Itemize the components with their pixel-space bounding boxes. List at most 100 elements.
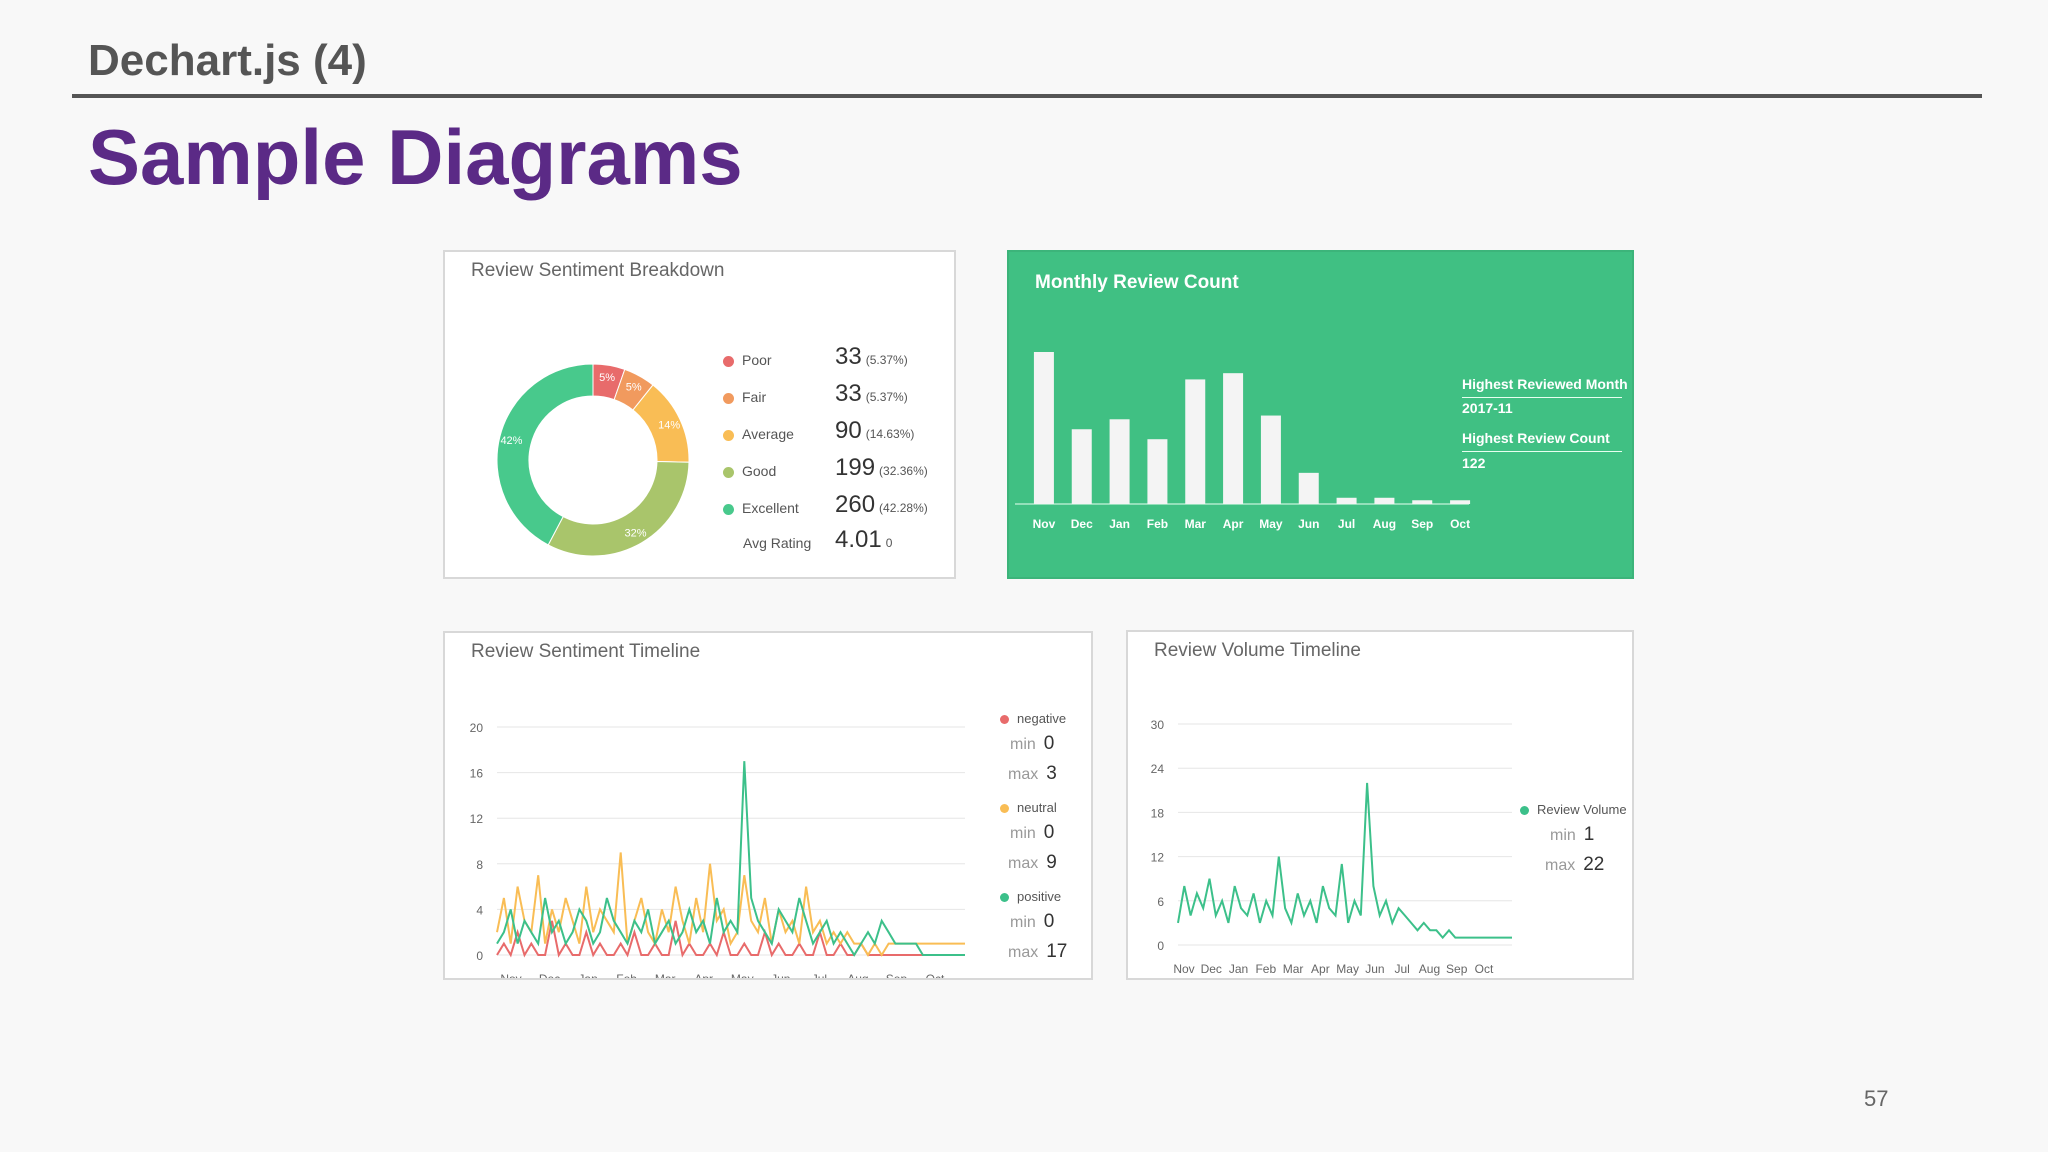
x-tick-label: Oct (1450, 517, 1470, 531)
legend-min: min 1 (1550, 824, 1595, 845)
sentiment-breakdown-panel: Review Sentiment Breakdown 5% 5% 14% 32% 42%… (443, 250, 956, 579)
slice-label: 5% (599, 372, 615, 384)
bar-jul (1336, 497, 1357, 504)
x-tick-label: Nov (1033, 517, 1056, 531)
y-tick-label: 12 (470, 812, 484, 826)
legend-value: 33 (5.37%) (835, 380, 908, 408)
x-tick-label: Jan (1229, 962, 1248, 976)
bar-aug (1374, 497, 1395, 504)
legend-min-value: 0 (1043, 911, 1055, 932)
legend-percent: (42.28%) (879, 501, 928, 515)
year-label: 2018 (1225, 975, 1252, 977)
legend-max: max 3 (1008, 763, 1057, 784)
slice-label: 14% (658, 419, 680, 431)
legend-item-fair: Fair (723, 389, 766, 405)
highest-month-value: 2017-11 (1462, 400, 1513, 416)
legend-dot (1520, 806, 1529, 816)
y-tick-label: 8 (476, 858, 483, 872)
legend-label: positive (1017, 889, 1062, 904)
legend-min: min 0 (1010, 911, 1055, 932)
legend-count: 33 (835, 343, 862, 370)
series-line-positive (496, 761, 965, 957)
x-tick-label: Jan (1109, 517, 1130, 531)
legend-max-value: 9 (1046, 852, 1057, 873)
volume-line-chart: 0 6 12 18 24 30 Nov Dec Jan2018Feb Mar Apr May Jun Ju… (1151, 718, 1512, 977)
legend-value: 33 (5.37%) (835, 343, 908, 371)
bar-dec (1071, 429, 1092, 504)
x-tick-label: Mar (1185, 517, 1207, 531)
x-tick-label: Apr (694, 972, 713, 978)
x-tick-label: Sep (886, 972, 908, 978)
x-tick-label: Jul (1338, 517, 1355, 531)
x-tick-label: Sep (1411, 517, 1433, 531)
bar-sep (1412, 500, 1433, 504)
x-tick-label: Mar (655, 972, 676, 978)
series-line-review-volume (1177, 782, 1512, 940)
legend-percent: (14.63%) (865, 427, 915, 441)
slice-label: 32% (625, 527, 647, 539)
legend-item-positive: positive (1000, 889, 1061, 904)
legend-dot (723, 429, 734, 441)
donut-slice-good (547, 460, 690, 557)
x-tick-label: Aug (847, 972, 868, 978)
legend-item-good: Good (723, 463, 776, 479)
avg-rating-row: Avg Rating (743, 535, 811, 551)
legend-min-value: 0 (1043, 733, 1055, 754)
x-tick-label: Mar (1283, 962, 1304, 976)
y-tick-label: 12 (1151, 851, 1165, 865)
legend-count: 90 (835, 417, 862, 444)
legend-label: Fair (742, 389, 767, 405)
bar-jan (1109, 419, 1130, 504)
y-tick-label: 4 (476, 903, 483, 917)
legend-dot (1000, 893, 1009, 903)
x-tick-label: Oct (1475, 962, 1494, 976)
legend-min-value: 0 (1043, 822, 1055, 843)
y-tick-label: 30 (1151, 718, 1165, 732)
x-tick-label: Aug (1419, 962, 1440, 976)
sentiment-timeline-panel: Review Sentiment Timeline 0 4 8 12 16 20 Nov De… (443, 631, 1093, 980)
bar-apr (1223, 373, 1244, 504)
bar-jun (1298, 472, 1319, 504)
bar-oct (1450, 500, 1471, 504)
x-tick-label: Dec (539, 972, 560, 978)
legend-dot (1000, 804, 1009, 814)
x-tick-label: Apr (1223, 517, 1244, 531)
stat-divider (1462, 451, 1622, 452)
bar-nov (1033, 352, 1054, 504)
legend-max: max 22 (1545, 854, 1605, 875)
y-tick-label: 24 (1151, 762, 1165, 776)
x-tick-label: Apr (1311, 962, 1330, 976)
legend-label: Poor (742, 352, 772, 368)
y-tick-label: 0 (1157, 939, 1164, 953)
bar-may (1260, 415, 1281, 504)
slice-label: 42% (500, 435, 522, 447)
legend-percent: (32.36%) (879, 464, 928, 478)
avg-rating-label: Avg Rating (743, 535, 812, 551)
x-tick-label: Nov (1173, 962, 1194, 976)
x-tick-label: Jul (1395, 962, 1410, 976)
legend-label: Review Volume (1537, 802, 1627, 817)
bar-chart: Nov Dec Jan Feb Mar Apr May Jun Jul Aug Sep Oct (1015, 352, 1471, 531)
series-line-neutral (496, 852, 965, 957)
highest-count-value: 122 (1462, 455, 1486, 471)
highest-count-label: Highest Review Count (1462, 430, 1610, 446)
legend-item-negative: negative (1000, 711, 1066, 726)
legend-dot (723, 503, 734, 515)
x-tick-label: Sep (1446, 962, 1468, 976)
x-tick-label: Jun (771, 972, 790, 978)
series-line-negative (496, 920, 965, 958)
sentiment-line-chart: 048121620NovDecJan2018FebMarAprMayJunJul… (470, 721, 965, 978)
highest-month-label: Highest Reviewed Month (1462, 376, 1628, 392)
panel-title: Review Sentiment Timeline (471, 641, 701, 662)
legend-max: max 9 (1008, 852, 1057, 873)
legend-dot (1000, 715, 1009, 725)
slice-label: 5% (626, 382, 642, 394)
legend-percent: (5.37%) (865, 390, 908, 404)
legend-min: min 0 (1010, 822, 1055, 843)
x-tick-label: Jul (812, 972, 827, 978)
y-tick-label: 20 (470, 721, 484, 735)
donut-chart: 5% 5% 14% 32% 42% (496, 363, 690, 557)
x-tick-label: Nov (500, 972, 521, 978)
stat-divider (1462, 397, 1622, 398)
legend-label: neutral (1017, 800, 1057, 815)
